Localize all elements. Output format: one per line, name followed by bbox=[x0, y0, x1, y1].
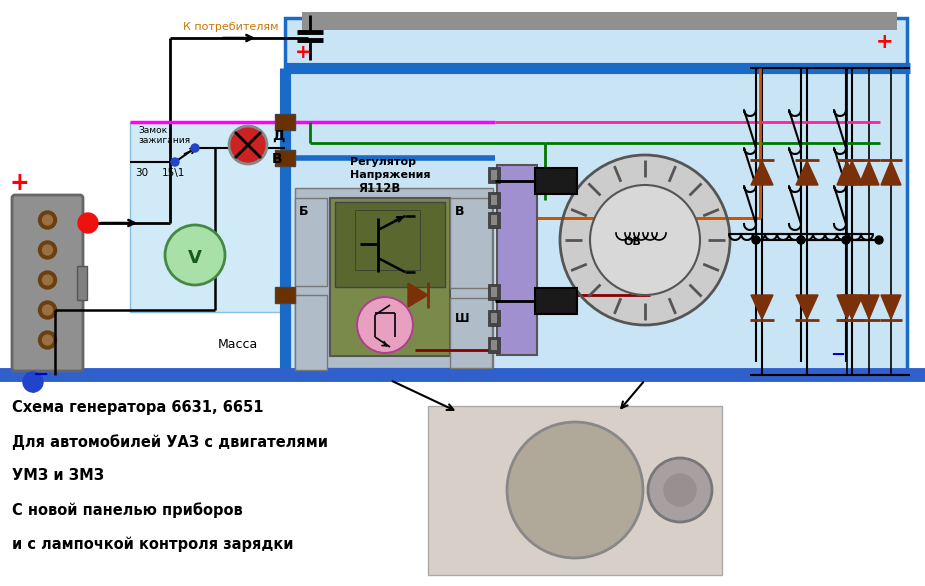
Circle shape bbox=[43, 215, 53, 225]
Circle shape bbox=[171, 158, 179, 166]
Text: Б: Б bbox=[299, 205, 309, 218]
FancyBboxPatch shape bbox=[130, 122, 288, 312]
Text: +: + bbox=[876, 32, 894, 52]
FancyBboxPatch shape bbox=[295, 295, 327, 370]
Polygon shape bbox=[859, 161, 879, 185]
Text: 15\1: 15\1 bbox=[162, 168, 185, 178]
Circle shape bbox=[590, 185, 700, 295]
Circle shape bbox=[43, 305, 53, 315]
Circle shape bbox=[43, 275, 53, 285]
Text: Для автомобилей УАЗ с двигателями: Для автомобилей УАЗ с двигателями bbox=[12, 434, 328, 449]
FancyBboxPatch shape bbox=[428, 406, 722, 575]
Polygon shape bbox=[408, 283, 428, 307]
Text: С новой панелью приборов: С новой панелью приборов bbox=[12, 502, 242, 518]
FancyBboxPatch shape bbox=[12, 195, 83, 371]
Circle shape bbox=[43, 335, 53, 345]
Polygon shape bbox=[881, 295, 901, 319]
Text: зажигания: зажигания bbox=[138, 136, 191, 145]
Text: −: − bbox=[33, 365, 49, 384]
FancyBboxPatch shape bbox=[497, 165, 537, 355]
Circle shape bbox=[797, 236, 805, 244]
Bar bbox=[491, 340, 497, 350]
Text: В: В bbox=[455, 205, 464, 218]
Circle shape bbox=[357, 297, 413, 353]
FancyBboxPatch shape bbox=[285, 18, 907, 376]
Polygon shape bbox=[796, 161, 818, 185]
Bar bbox=[488, 337, 500, 353]
Text: Д: Д bbox=[272, 129, 285, 143]
FancyBboxPatch shape bbox=[77, 266, 87, 300]
Bar bbox=[488, 212, 500, 228]
Text: −: − bbox=[830, 346, 845, 364]
Bar bbox=[491, 215, 497, 225]
Circle shape bbox=[39, 331, 56, 349]
Text: Масса: Масса bbox=[218, 338, 258, 351]
Polygon shape bbox=[837, 161, 857, 185]
Bar bbox=[488, 167, 500, 183]
Circle shape bbox=[165, 225, 225, 285]
Circle shape bbox=[191, 144, 199, 152]
Bar bbox=[491, 170, 497, 180]
Bar bbox=[488, 192, 500, 208]
Text: Замок: Замок bbox=[138, 126, 167, 135]
Circle shape bbox=[39, 301, 56, 319]
Polygon shape bbox=[859, 295, 879, 319]
Text: В: В bbox=[272, 152, 283, 166]
Circle shape bbox=[39, 211, 56, 229]
Circle shape bbox=[23, 372, 43, 392]
Circle shape bbox=[39, 241, 56, 259]
Text: Напряжения: Напряжения bbox=[350, 170, 430, 180]
Text: Регулятор: Регулятор bbox=[350, 157, 416, 167]
Circle shape bbox=[43, 245, 53, 255]
Bar bbox=[535, 168, 577, 194]
Text: Схема генератора 6631, 6651: Схема генератора 6631, 6651 bbox=[12, 400, 264, 415]
FancyBboxPatch shape bbox=[302, 12, 897, 30]
Bar bbox=[491, 287, 497, 297]
Bar bbox=[488, 310, 500, 326]
Circle shape bbox=[648, 458, 712, 522]
Polygon shape bbox=[751, 161, 773, 185]
Polygon shape bbox=[751, 295, 773, 319]
Polygon shape bbox=[837, 295, 857, 319]
FancyBboxPatch shape bbox=[330, 198, 450, 356]
Bar bbox=[491, 195, 497, 205]
Bar bbox=[491, 313, 497, 323]
Circle shape bbox=[664, 474, 696, 506]
Text: 30: 30 bbox=[135, 168, 148, 178]
Circle shape bbox=[752, 236, 760, 244]
FancyBboxPatch shape bbox=[450, 298, 492, 368]
Text: и с лампочкой контроля зарядки: и с лампочкой контроля зарядки bbox=[12, 536, 293, 551]
FancyBboxPatch shape bbox=[450, 198, 492, 288]
Bar bbox=[488, 284, 500, 300]
Circle shape bbox=[875, 236, 883, 244]
Polygon shape bbox=[841, 295, 863, 319]
Polygon shape bbox=[796, 295, 818, 319]
Text: К потребителям: К потребителям bbox=[183, 22, 278, 32]
Text: V: V bbox=[188, 249, 202, 267]
Circle shape bbox=[560, 155, 730, 325]
Bar bbox=[275, 114, 295, 130]
Circle shape bbox=[507, 422, 643, 558]
Text: ОВ: ОВ bbox=[623, 237, 641, 247]
Text: +: + bbox=[10, 171, 30, 195]
Circle shape bbox=[842, 236, 850, 244]
Text: +: + bbox=[295, 43, 312, 62]
Bar bbox=[535, 288, 577, 314]
Text: УМЗ и ЗМЗ: УМЗ и ЗМЗ bbox=[12, 468, 105, 483]
FancyBboxPatch shape bbox=[295, 188, 493, 368]
Circle shape bbox=[229, 126, 267, 164]
Circle shape bbox=[78, 213, 98, 233]
Circle shape bbox=[39, 271, 56, 289]
FancyBboxPatch shape bbox=[295, 198, 327, 286]
Text: Я112В: Я112В bbox=[358, 182, 401, 195]
Polygon shape bbox=[881, 161, 901, 185]
Bar bbox=[355, 210, 420, 270]
Polygon shape bbox=[841, 161, 863, 185]
Bar bbox=[275, 150, 295, 166]
Bar bbox=[275, 287, 295, 303]
Text: Ш: Ш bbox=[455, 312, 470, 325]
Bar bbox=[335, 202, 445, 287]
